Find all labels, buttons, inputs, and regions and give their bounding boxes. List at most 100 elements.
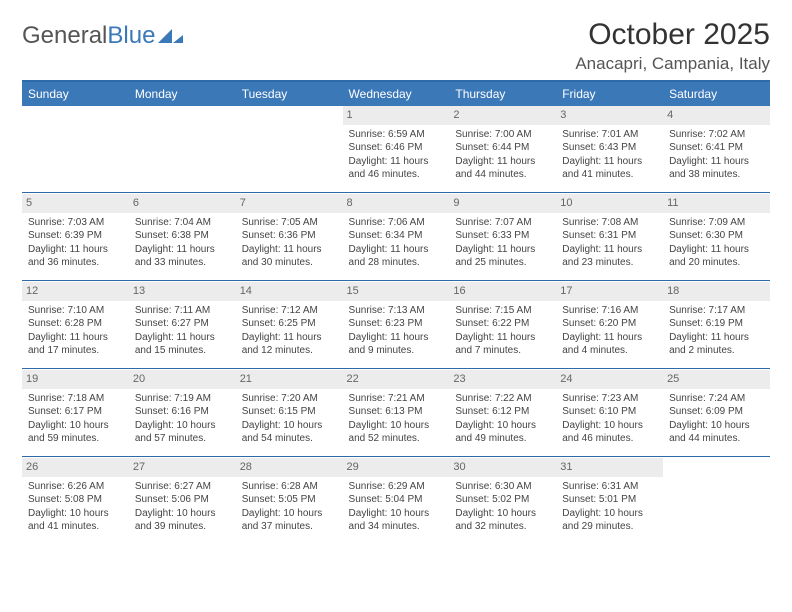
sunrise-line: Sunrise: 6:28 AM [242,480,337,494]
day-cell: 18Sunrise: 7:17 AMSunset: 6:19 PMDayligh… [663,282,770,368]
calendar-table: SundayMondayTuesdayWednesdayThursdayFrid… [22,82,770,544]
day-number: 15 [343,282,450,301]
day-cell: 29Sunrise: 6:29 AMSunset: 5:04 PMDayligh… [343,458,450,544]
sunrise-line: Sunrise: 7:09 AM [669,216,764,230]
sunrise-line: Sunrise: 7:22 AM [455,392,550,406]
day-cell: 31Sunrise: 6:31 AMSunset: 5:01 PMDayligh… [556,458,663,544]
daylight-line: Daylight: 10 hours and 44 minutes. [669,419,764,446]
sunset-line: Sunset: 6:41 PM [669,141,764,155]
day-number: 23 [449,370,556,389]
daylight-line: Daylight: 11 hours and 12 minutes. [242,331,337,358]
day-cell: 6 Sunrise: 7:04 AMSunset: 6:38 PMDaylight… [129,194,236,280]
daylight-line: Daylight: 10 hours and 46 minutes. [562,419,657,446]
day-cell: 10Sunrise: 7:08 AMSunset: 6:31 PMDayligh… [556,194,663,280]
sunrise-line: Sunrise: 7:07 AM [455,216,550,230]
day-cell: 16Sunrise: 7:15 AMSunset: 6:22 PMDayligh… [449,282,556,368]
sunset-line: Sunset: 6:27 PM [135,317,230,331]
day-cell: 28Sunrise: 6:28 AMSunset: 5:05 PMDayligh… [236,458,343,544]
week-row: 5Sunrise: 7:03 AMSunset: 6:39 PMDaylight… [22,194,770,280]
sunset-line: Sunset: 6:38 PM [135,229,230,243]
day-cell [236,106,343,192]
sunset-line: Sunset: 6:20 PM [562,317,657,331]
daylight-line: Daylight: 11 hours and 38 minutes. [669,155,764,182]
sunrise-line: Sunrise: 7:20 AM [242,392,337,406]
day-number: 6 [129,194,236,213]
day-header-row: SundayMondayTuesdayWednesdayThursdayFrid… [22,82,770,106]
sunrise-line: Sunrise: 7:11 AM [135,304,230,318]
day-cell: 1Sunrise: 6:59 AMSunset: 6:46 PMDaylight… [343,106,450,192]
daylight-line: Daylight: 11 hours and 15 minutes. [135,331,230,358]
sunrise-line: Sunrise: 7:10 AM [28,304,123,318]
day-cell: 19Sunrise: 7:18 AMSunset: 6:17 PMDayligh… [22,370,129,456]
day-number: 12 [22,282,129,301]
sunrise-line: Sunrise: 7:19 AM [135,392,230,406]
day-header: Tuesday [236,82,343,106]
daylight-line: Daylight: 10 hours and 41 minutes. [28,507,123,534]
day-number: 1 [343,106,450,125]
day-number: 26 [22,458,129,477]
day-number: 18 [663,282,770,301]
sunrise-line: Sunrise: 7:01 AM [562,128,657,142]
daylight-line: Daylight: 10 hours and 54 minutes. [242,419,337,446]
day-cell: 3Sunrise: 7:01 AMSunset: 6:43 PMDaylight… [556,106,663,192]
sunrise-line: Sunrise: 7:06 AM [349,216,444,230]
day-number: 22 [343,370,450,389]
daylight-line: Daylight: 11 hours and 20 minutes. [669,243,764,270]
day-number: 24 [556,370,663,389]
daylight-line: Daylight: 11 hours and 9 minutes. [349,331,444,358]
day-cell: 22Sunrise: 7:21 AMSunset: 6:13 PMDayligh… [343,370,450,456]
sunrise-line: Sunrise: 7:00 AM [455,128,550,142]
sunset-line: Sunset: 6:09 PM [669,405,764,419]
sunset-line: Sunset: 6:31 PM [562,229,657,243]
sunrise-line: Sunrise: 6:30 AM [455,480,550,494]
daylight-line: Daylight: 11 hours and 41 minutes. [562,155,657,182]
daylight-line: Daylight: 10 hours and 59 minutes. [28,419,123,446]
day-cell: 9Sunrise: 7:07 AMSunset: 6:33 PMDaylight… [449,194,556,280]
daylight-line: Daylight: 11 hours and 46 minutes. [349,155,444,182]
calendar-page: GeneralBlue October 2025 Anacapri, Campa… [0,0,792,562]
sunrise-line: Sunrise: 6:31 AM [562,480,657,494]
sunset-line: Sunset: 6:46 PM [349,141,444,155]
sunrise-line: Sunrise: 7:16 AM [562,304,657,318]
day-cell: 4Sunrise: 7:02 AMSunset: 6:41 PMDaylight… [663,106,770,192]
header: GeneralBlue October 2025 Anacapri, Campa… [22,18,770,74]
sunset-line: Sunset: 6:12 PM [455,405,550,419]
day-number: 4 [663,106,770,125]
day-number: 13 [129,282,236,301]
day-number: 10 [556,194,663,213]
day-cell: 27Sunrise: 6:27 AMSunset: 5:06 PMDayligh… [129,458,236,544]
day-cell: 2Sunrise: 7:00 AMSunset: 6:44 PMDaylight… [449,106,556,192]
daylight-line: Daylight: 10 hours and 34 minutes. [349,507,444,534]
sunset-line: Sunset: 6:28 PM [28,317,123,331]
sunset-line: Sunset: 6:34 PM [349,229,444,243]
day-number: 31 [556,458,663,477]
sunset-line: Sunset: 6:16 PM [135,405,230,419]
sunrise-line: Sunrise: 7:04 AM [135,216,230,230]
day-cell [129,106,236,192]
day-header: Monday [129,82,236,106]
day-cell: 5Sunrise: 7:03 AMSunset: 6:39 PMDaylight… [22,194,129,280]
sunset-line: Sunset: 6:39 PM [28,229,123,243]
daylight-line: Daylight: 11 hours and 36 minutes. [28,243,123,270]
daylight-line: Daylight: 10 hours and 57 minutes. [135,419,230,446]
day-number: 2 [449,106,556,125]
day-cell: 12Sunrise: 7:10 AMSunset: 6:28 PMDayligh… [22,282,129,368]
sunset-line: Sunset: 6:44 PM [455,141,550,155]
day-cell: 25Sunrise: 7:24 AMSunset: 6:09 PMDayligh… [663,370,770,456]
day-header: Saturday [663,82,770,106]
sunrise-line: Sunrise: 7:05 AM [242,216,337,230]
day-cell: 30Sunrise: 6:30 AMSunset: 5:02 PMDayligh… [449,458,556,544]
day-cell: 7Sunrise: 7:05 AMSunset: 6:36 PMDaylight… [236,194,343,280]
title-block: October 2025 Anacapri, Campania, Italy [575,18,770,74]
day-cell: 20Sunrise: 7:19 AMSunset: 6:16 PMDayligh… [129,370,236,456]
day-number: 8 [343,194,450,213]
sunset-line: Sunset: 5:06 PM [135,493,230,507]
location: Anacapri, Campania, Italy [575,54,770,74]
day-cell: 14Sunrise: 7:12 AMSunset: 6:25 PMDayligh… [236,282,343,368]
sunrise-line: Sunrise: 7:08 AM [562,216,657,230]
day-number: 21 [236,370,343,389]
daylight-line: Daylight: 11 hours and 33 minutes. [135,243,230,270]
daylight-line: Daylight: 10 hours and 32 minutes. [455,507,550,534]
daylight-line: Daylight: 11 hours and 7 minutes. [455,331,550,358]
sunset-line: Sunset: 6:25 PM [242,317,337,331]
